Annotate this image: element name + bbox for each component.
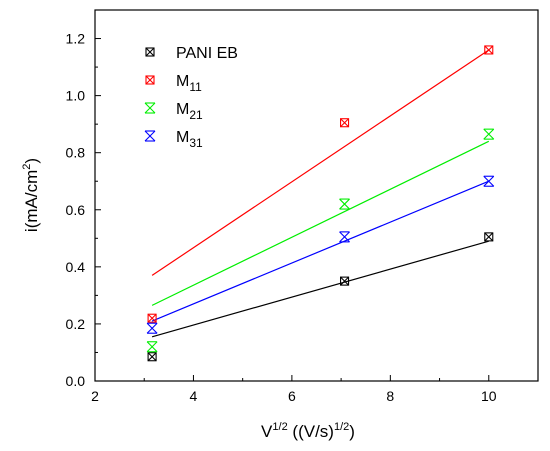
legend-label-0: PANI EB — [176, 45, 238, 62]
legend-marker-1 — [145, 75, 155, 85]
data-points — [146, 45, 495, 362]
data-point-s0-0 — [147, 352, 157, 362]
axis-ticks: 2 4 6 8 10 0.0 0.2 0.4 0.6 0.8 1.0 1.2 — [66, 9, 497, 404]
legend-marker-3 — [144, 130, 156, 142]
legend-label-1: M11 — [176, 73, 202, 94]
y-tick-label: 0.0 — [66, 373, 86, 389]
plot-frame — [94, 9, 539, 382]
legend-label-3: M31 — [176, 129, 203, 150]
x-tick-label: 6 — [288, 388, 296, 404]
data-point-s2-1 — [339, 198, 350, 210]
y-tick-label: 0.8 — [66, 145, 86, 161]
y-tick-label: 0.2 — [66, 316, 86, 332]
legend: PANI EB M11 M21 M31 — [144, 45, 238, 150]
fit-line-1 — [151, 49, 490, 276]
x-tick-label: 8 — [386, 388, 394, 404]
legend-marker-0 — [145, 47, 155, 57]
y-tick-label: 0.6 — [66, 202, 86, 218]
y-tick-label: 1.2 — [66, 31, 86, 47]
fit-lines — [151, 49, 490, 338]
data-point-s1-2 — [484, 45, 494, 55]
x-tick-label: 10 — [481, 388, 497, 404]
fit-line-3 — [151, 180, 490, 322]
y-tick-label: 0.4 — [66, 259, 86, 275]
data-point-s3-0 — [146, 322, 158, 334]
y-axis-title: i(mA/cm2) — [21, 158, 41, 232]
data-point-s3-2 — [483, 175, 495, 187]
data-point-s2-0 — [146, 341, 158, 353]
x-tick-label: 2 — [91, 388, 99, 404]
data-point-s1-0 — [147, 313, 157, 323]
fit-line-0 — [151, 240, 489, 338]
y-tick-label: 1.0 — [66, 88, 86, 104]
x-tick-label: 4 — [190, 388, 198, 404]
legend-marker-2 — [144, 102, 156, 114]
data-point-s3-1 — [339, 231, 350, 243]
fit-line-2 — [151, 140, 490, 306]
data-point-s0-2 — [484, 232, 494, 242]
legend-label-2: M21 — [176, 101, 203, 122]
x-axis-title: V1/2 ((V/s)1/2) — [261, 421, 355, 441]
data-point-s2-2 — [483, 128, 495, 140]
data-point-s1-1 — [340, 118, 350, 128]
data-point-s0-1 — [340, 276, 350, 286]
